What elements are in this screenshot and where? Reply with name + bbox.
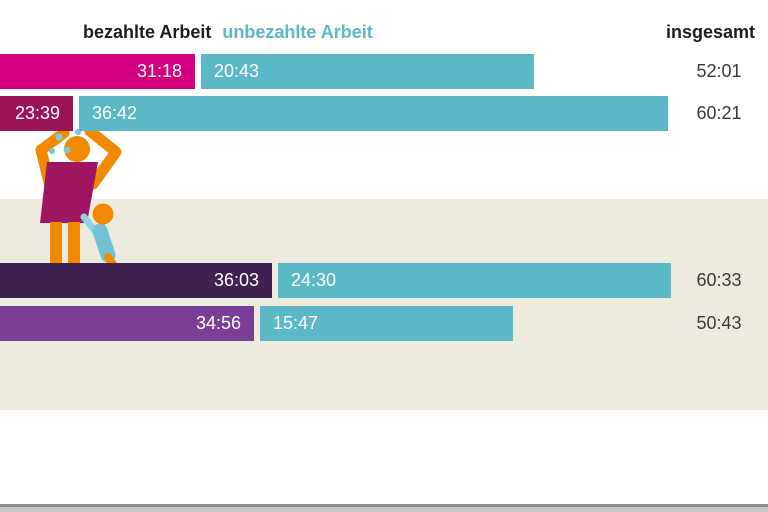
horizontal-scrollbar-track[interactable] [0,507,768,512]
sweat-drop-icon [49,148,55,154]
parent-head [64,136,90,162]
paid-work-value: 34:56 [195,313,241,333]
paid-work-value: 23:39 [14,103,60,123]
legend-unpaid-label: unbezahlte Arbeit [222,22,373,42]
legend: bezahlte Arbeit unbezahlte Arbeit [83,22,373,43]
parent-left-leg [50,222,62,267]
legend-paid-label: bezahlte Arbeit [83,22,212,42]
unpaid-work-value: 20:43 [214,61,260,81]
unpaid-work-value: 15:47 [273,313,319,333]
child-head [92,203,114,225]
bar-row: 34:56 15:47 50:43 [0,306,768,341]
unpaid-work-value: 24:30 [291,270,337,290]
paid-work-segment: 23:39 [0,96,73,131]
total-value: 52:01 [696,61,742,81]
paid-work-value: 36:03 [213,270,259,290]
unpaid-work-segment: 24:30 [278,263,671,298]
parent-right-leg [68,222,80,267]
sweat-drop-icon [55,133,63,141]
bar-row: 36:03 24:30 60:33 [0,263,768,298]
background-band [0,199,768,410]
child-body [92,223,116,263]
unpaid-work-segment: 36:42 [79,96,668,131]
stressed-parent-child-illustration [35,125,122,270]
paid-work-segment: 34:56 [0,306,254,341]
sweat-drop-icon [63,146,71,154]
bar-row: 23:39 36:42 60:21 [0,96,768,131]
total-value: 60:33 [696,270,742,290]
unpaid-work-segment: 20:43 [201,54,534,89]
paid-work-segment: 36:03 [0,263,272,298]
window-bottom-border [0,504,768,507]
paid-work-value: 31:18 [136,61,182,81]
total-column-header: insgesamt [665,22,755,42]
unpaid-work-value: 36:42 [92,103,138,123]
total-value: 60:21 [696,103,742,123]
parent-dress [40,162,98,223]
paid-work-segment: 31:18 [0,54,195,89]
total-value: 50:43 [696,313,742,333]
bar-row: 31:18 20:43 52:01 [0,54,768,89]
parent-right-arm [84,125,122,190]
unpaid-work-segment: 15:47 [260,306,513,341]
